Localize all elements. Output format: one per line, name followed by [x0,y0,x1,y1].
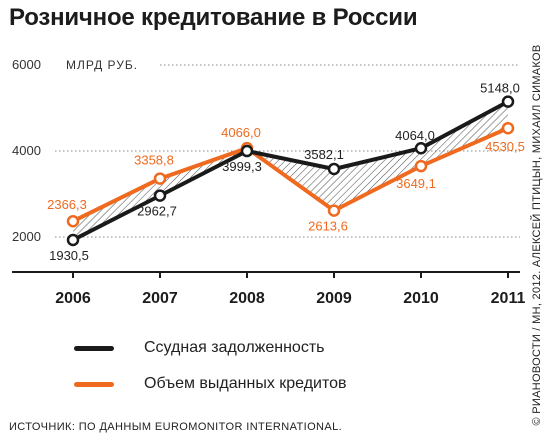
data-label-0-2: 3999,3 [222,159,262,174]
data-label-1-4: 3649,1 [396,176,436,191]
data-point-1-3 [327,204,341,217]
data-point-1-5 [501,121,515,135]
x-tick-label-2: 2008 [229,290,265,307]
x-tick-label-3: 2009 [316,290,352,307]
series-line-0 [71,99,510,242]
y-axis-unit: МЛРД РУБ. [66,58,138,72]
data-label-0-3: 3582,1 [304,147,344,162]
data-label-0-1: 2962,7 [137,204,177,219]
data-point-0-5 [501,95,515,108]
data-point-0-4 [414,141,428,155]
data-label-1-3: 2613,6 [308,219,348,234]
series-line-1 [71,126,510,224]
legend-label-0: Ссудная задолженность [144,339,325,356]
x-tick-label-1: 2007 [142,290,178,307]
x-tick-label-5: 2011 [491,290,526,307]
data-point-1-0 [66,214,80,228]
credit-wrap: © РИАНОВОСТИ / МН, 2012. АЛЕКСЕЙ ПТИЦЫН,… [526,30,548,440]
difference-hatch [73,101,508,240]
legend-swatch-1 [74,381,114,387]
data-label-1-1: 3358,8 [134,153,174,168]
y-tick-label-2: 6000 [12,57,41,72]
data-point-1-4 [414,159,428,173]
legend-swatch-0 [74,345,114,351]
legend-item-0: Ссудная задолженность [74,336,325,360]
data-label-1-5: 4530,5 [485,139,525,154]
data-label-1-2: 4066,0 [221,125,261,140]
x-tick-label-4: 2010 [403,290,439,307]
data-label-0-0: 1930,5 [49,248,89,263]
y-tick-label-0: 2000 [12,229,41,244]
data-point-0-0 [66,233,80,247]
chart-title: Розничное кредитование в России [9,4,418,31]
legend-label-1: Объем выданных кредитов [144,375,347,392]
data-point-0-2 [240,144,254,158]
legend-item-1: Объем выданных кредитов [74,372,347,396]
data-label-1-0: 2366,3 [47,197,87,212]
x-tick-label-0: 2006 [55,290,91,307]
source-note: ИСТОЧНИК: ПО ДАННЫМ EUROMONITOR INTERNAT… [9,421,343,433]
data-label-0-5: 5148,0 [480,81,520,96]
data-point-0-3 [327,162,341,176]
data-point-0-1 [153,189,167,202]
data-label-0-4: 4064,0 [395,128,435,143]
credit-note: © РИАНОВОСТИ / МН, 2012. АЛЕКСЕЙ ПТИЦЫН,… [531,44,543,426]
y-tick-label-1: 4000 [12,143,41,158]
data-point-1-1 [153,172,167,185]
